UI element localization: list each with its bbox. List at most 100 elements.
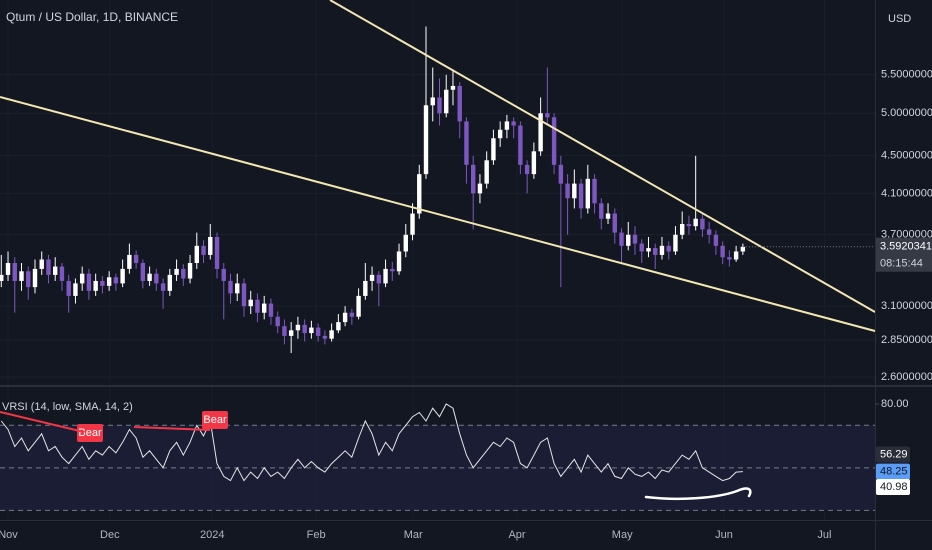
rsi-band: [0, 425, 875, 511]
candle-body: [120, 268, 125, 284]
trend-line: [329, 0, 876, 313]
candle-body: [262, 303, 267, 313]
candle-body: [666, 245, 671, 252]
annotation-box: [77, 424, 103, 442]
candle-body: [592, 178, 597, 204]
candle-body: [241, 283, 247, 307]
candle-body: [477, 183, 483, 194]
candle-body: [464, 121, 469, 165]
candle-body: [376, 274, 382, 284]
candle-body: [309, 327, 314, 334]
countdown-label: 08:15:44: [880, 258, 923, 270]
candle-body: [673, 234, 678, 252]
candle-body: [450, 85, 456, 90]
y-tick-label: 4.50000000: [881, 150, 932, 162]
candle-body: [53, 266, 58, 275]
currency: USD: [888, 13, 911, 25]
y-tick-label: 5.50000000: [881, 69, 932, 81]
x-tick-label: Apr: [508, 529, 525, 541]
divergence-line: [0, 411, 85, 433]
rsi-background: [0, 424, 875, 511]
candle-body: [632, 234, 638, 244]
candle-body: [174, 268, 179, 275]
candle-body: [727, 257, 732, 260]
candle-body: [342, 312, 348, 323]
candle-body: [390, 268, 395, 272]
rsi-badge: [876, 463, 910, 480]
x-tick-label: Jun: [715, 529, 733, 541]
candle-body: [369, 274, 375, 281]
candle-body: [0, 274, 4, 281]
rsi-badge: [876, 479, 910, 496]
divergence-line: [133, 426, 211, 431]
candle-body: [275, 316, 280, 327]
candle-body: [79, 273, 85, 284]
candle-body: [403, 234, 408, 252]
candle-body: [497, 129, 503, 139]
candle-body: [282, 326, 287, 336]
candle-body: [167, 274, 173, 291]
candle-body: [147, 273, 152, 281]
candle-body: [706, 229, 712, 235]
y-tick-label: 5.00000000: [881, 107, 932, 119]
candle-body: [248, 299, 253, 307]
annotation: Bear: [203, 414, 227, 426]
candle-body: [322, 335, 328, 339]
candle-body: [639, 243, 644, 252]
candle-body: [214, 236, 220, 269]
rsi-line: [0, 403, 743, 482]
drawing: [644, 487, 752, 501]
x-tick-label: Feb: [307, 529, 326, 541]
last-price-label: 3.59203418: [880, 241, 932, 253]
candle-body: [208, 236, 213, 255]
candle-body: [551, 117, 557, 165]
x-tick-label: Nov: [0, 529, 18, 541]
candle-body: [86, 273, 92, 291]
candle-body: [356, 295, 361, 317]
candle-body: [363, 280, 368, 296]
candle-body: [484, 160, 489, 184]
candle-body: [26, 271, 31, 288]
candle-body: [599, 203, 604, 219]
candle-body: [349, 312, 355, 317]
candle-body: [430, 97, 435, 106]
rsi-badge: [876, 446, 910, 463]
rsi-badge-label: 56.29: [880, 448, 908, 460]
candle-body: [302, 324, 307, 334]
candle-body: [181, 268, 186, 279]
candle-body: [32, 268, 38, 288]
candle-body: [585, 178, 591, 209]
candle-body: [518, 125, 523, 165]
rsi-badge-label: 48.25: [880, 465, 908, 477]
candle-body: [605, 213, 611, 219]
candle-body: [194, 245, 199, 264]
candle-body: [457, 85, 462, 122]
candle-body: [106, 277, 112, 286]
trend-line: [0, 96, 876, 332]
rsi-title: VRSI (14, low, SMA, 14, 2): [2, 401, 133, 413]
rsi-badge-label: 40.98: [880, 481, 908, 493]
candle-body: [100, 280, 105, 286]
candle-body: [612, 213, 617, 233]
candle-body: [417, 174, 422, 214]
chart-title: Qtum / US Dollar, 1D, BINANCE: [6, 10, 178, 24]
candle-body: [491, 138, 496, 161]
candle-body: [524, 164, 530, 175]
candle-body: [127, 254, 132, 269]
candle-body: [113, 277, 119, 284]
y-tick-label: 2.60000000: [881, 371, 932, 383]
candle-body: [410, 213, 415, 235]
candle-body: [653, 248, 658, 255]
candle-body: [160, 283, 166, 291]
candle-body: [39, 259, 44, 269]
candle-body: [619, 232, 624, 246]
candle-body: [133, 254, 139, 264]
candle-body: [545, 113, 550, 118]
candle-body: [46, 259, 51, 275]
candle-body: [504, 121, 510, 130]
candle-body: [201, 245, 206, 255]
candle-body: [59, 266, 65, 281]
candle-body: [572, 183, 577, 199]
candle-body: [423, 105, 429, 175]
x-tick-label: Jul: [817, 529, 831, 541]
